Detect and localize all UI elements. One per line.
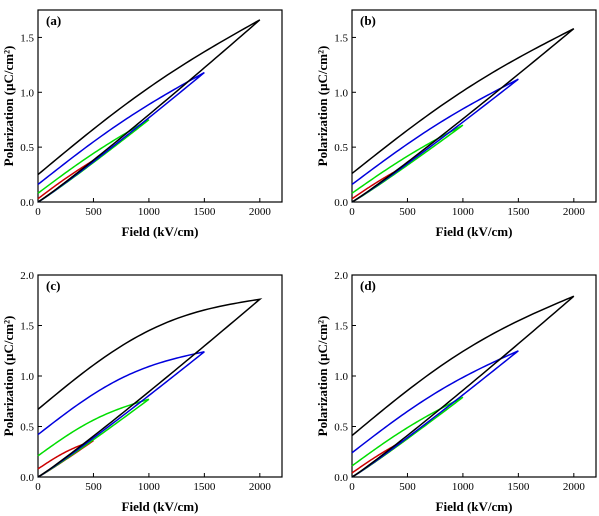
x-tick-label: 1000 bbox=[138, 206, 161, 218]
loop-series-line bbox=[37, 19, 261, 203]
x-tick-label: 1500 bbox=[193, 481, 216, 493]
y-axis-label: Polarization (μC/cm²) bbox=[1, 316, 16, 437]
y-tick-label: 0.0 bbox=[20, 472, 34, 484]
loop-series-line bbox=[37, 298, 263, 478]
panel-label: (c) bbox=[46, 278, 60, 293]
x-tick-label: 0 bbox=[349, 481, 355, 493]
x-axis-label: Field (kV/cm) bbox=[436, 499, 513, 514]
x-axis-label: Field (kV/cm) bbox=[122, 224, 199, 239]
y-axis-label: Polarization (μC/cm²) bbox=[315, 316, 330, 437]
loop-series-line bbox=[37, 71, 205, 203]
y-tick-label: 1.5 bbox=[20, 32, 34, 44]
y-tick-label: 1.0 bbox=[334, 371, 348, 383]
y-tick-label: 0.5 bbox=[20, 142, 34, 154]
panel-label: (d) bbox=[360, 278, 376, 293]
loop-series-line bbox=[37, 351, 205, 478]
y-tick-label: 1.5 bbox=[334, 321, 348, 333]
x-tick-label: 1000 bbox=[452, 481, 475, 493]
x-tick-label: 0 bbox=[35, 481, 41, 493]
plot-frame bbox=[37, 274, 283, 478]
x-tick-label: 2000 bbox=[563, 206, 586, 218]
x-tick-label: 500 bbox=[85, 206, 102, 218]
y-tick-label: 0.0 bbox=[334, 472, 348, 484]
y-tick-label: 0.5 bbox=[334, 142, 348, 154]
y-tick-label: 0.5 bbox=[334, 422, 348, 434]
y-tick-label: 0.0 bbox=[20, 197, 34, 209]
x-tick-label: 2000 bbox=[563, 481, 586, 493]
chart-panel: 0 500 1000 1500 2000 0.0 0.5 1.0 1.5 Field (kV/cm… bbox=[1, 9, 283, 239]
loop-series-line bbox=[351, 295, 575, 478]
y-tick-label: 2.0 bbox=[20, 270, 34, 282]
x-tick-label: 500 bbox=[399, 481, 416, 493]
x-tick-label: 500 bbox=[399, 206, 416, 218]
x-tick-label: 1000 bbox=[452, 206, 475, 218]
x-axis-label: Field (kV/cm) bbox=[122, 499, 199, 514]
loop-series-line bbox=[351, 78, 519, 203]
x-tick-label: 1500 bbox=[507, 206, 530, 218]
loop-series-line bbox=[351, 27, 575, 203]
loop-series-line bbox=[37, 398, 150, 478]
x-tick-label: 0 bbox=[349, 206, 355, 218]
y-axis-label: Polarization (μC/cm²) bbox=[1, 46, 16, 167]
chart-panel: 0 500 1000 1500 2000 0.0 0.5 1.0 1.5 Field (kV/cm… bbox=[315, 9, 597, 239]
x-tick-label: 2000 bbox=[249, 481, 272, 493]
x-tick-label: 1000 bbox=[138, 481, 161, 493]
x-axis-label: Field (kV/cm) bbox=[436, 224, 513, 239]
plot-frame bbox=[351, 274, 597, 478]
y-tick-label: 2.0 bbox=[334, 270, 348, 282]
panel-label: (b) bbox=[360, 13, 376, 28]
y-tick-label: 1.0 bbox=[20, 87, 34, 99]
y-tick-label: 0.5 bbox=[20, 422, 34, 434]
loop-series-line bbox=[351, 350, 519, 478]
plot-frame bbox=[37, 9, 283, 203]
y-tick-label: 1.5 bbox=[20, 321, 34, 333]
plot-frame bbox=[351, 9, 597, 203]
y-tick-label: 1.5 bbox=[334, 32, 348, 44]
x-tick-label: 0 bbox=[35, 206, 41, 218]
y-axis-label: Polarization (μC/cm²) bbox=[315, 46, 330, 167]
x-tick-label: 2000 bbox=[249, 206, 272, 218]
chart-panel: 0 500 1000 1500 2000 0.0 0.5 1.0 1.5 2.0 Field (kV… bbox=[1, 270, 283, 514]
y-tick-label: 1.0 bbox=[334, 87, 348, 99]
chart-panel: 0 500 1000 1500 2000 0.0 0.5 1.0 1.5 2.0 Field (kV… bbox=[315, 270, 597, 514]
y-tick-label: 1.0 bbox=[20, 371, 34, 383]
panel-label: (a) bbox=[46, 13, 61, 28]
loop-series-line bbox=[351, 124, 464, 203]
x-tick-label: 1500 bbox=[193, 206, 216, 218]
x-tick-label: 500 bbox=[85, 481, 102, 493]
y-tick-label: 0.0 bbox=[334, 197, 348, 209]
x-tick-label: 1500 bbox=[507, 481, 530, 493]
